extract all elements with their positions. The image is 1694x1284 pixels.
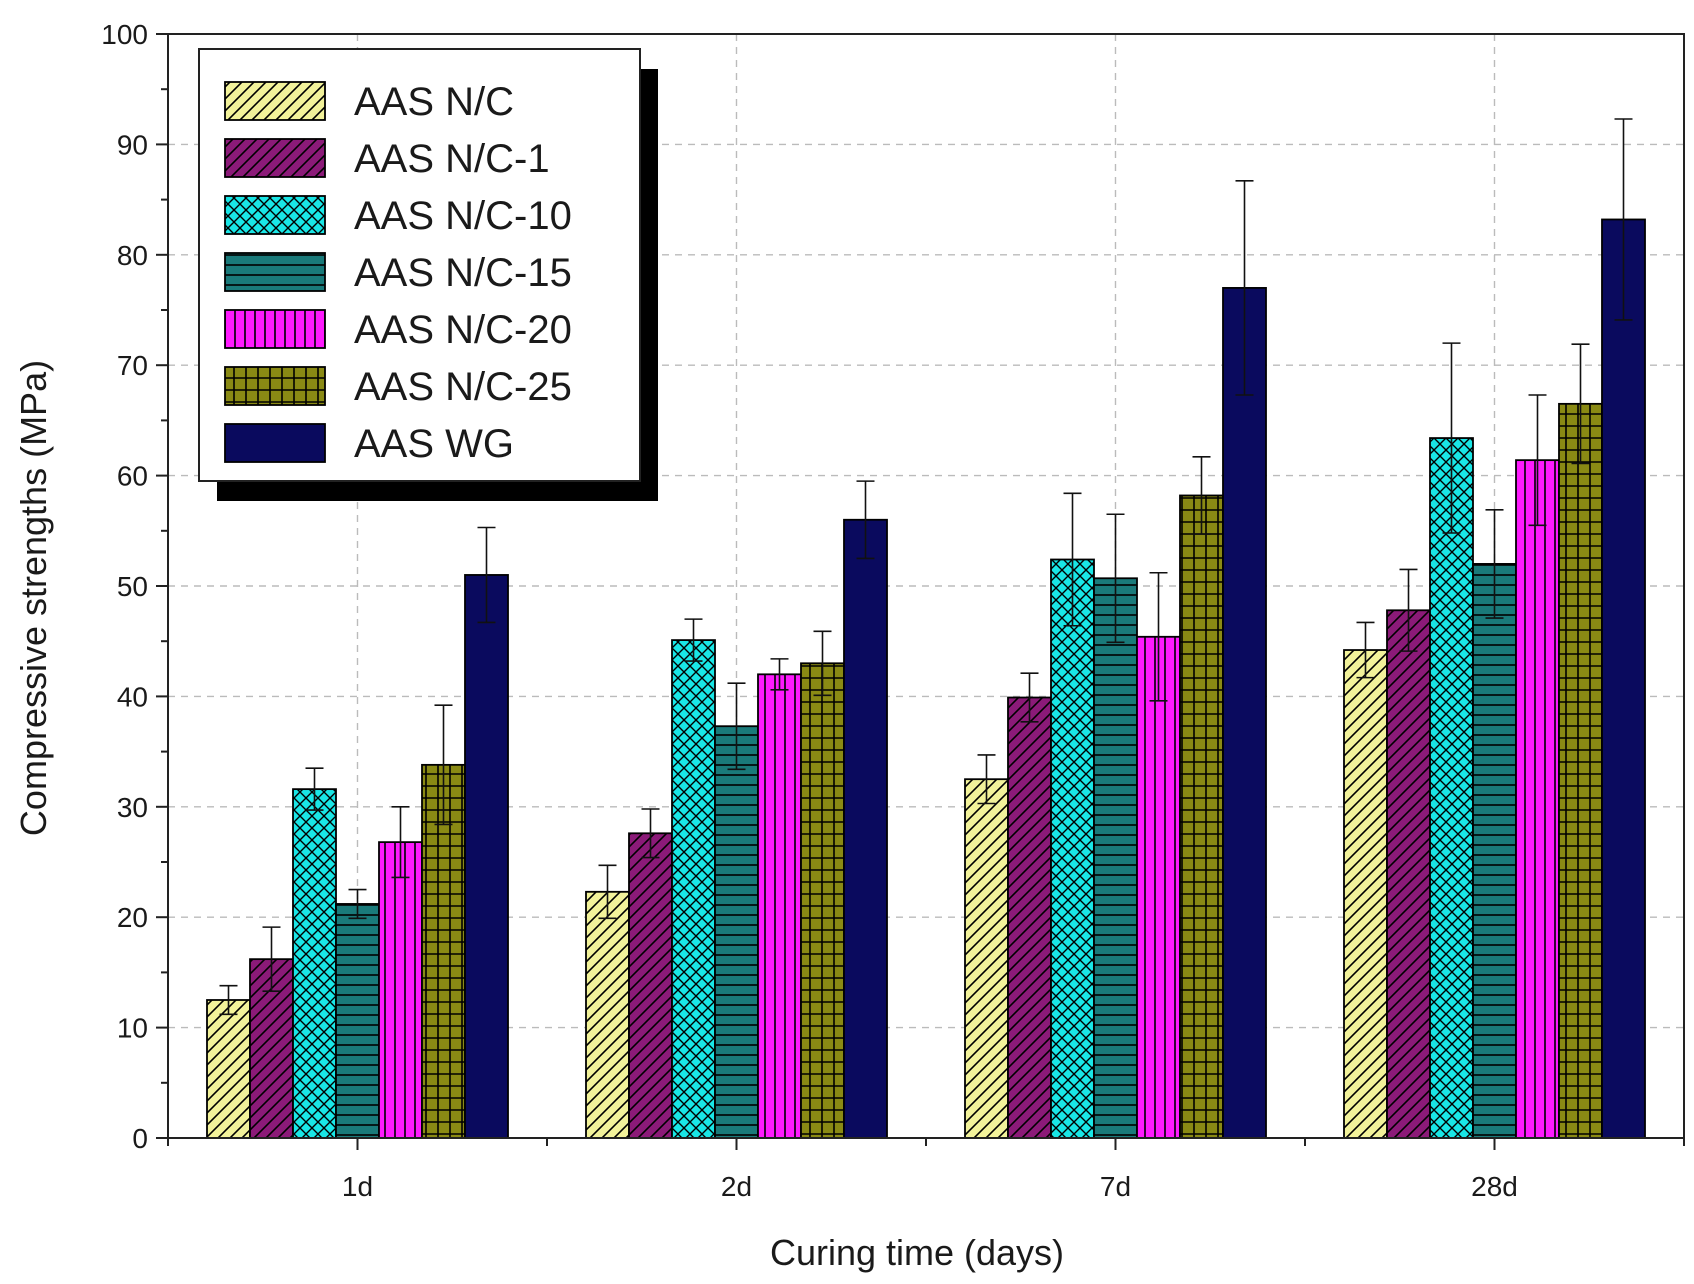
bar-pattern [1559,403,1602,1139]
y-tick-label: 80 [117,240,148,271]
bar [844,519,887,1138]
bar-pattern [293,789,336,1138]
legend-swatch-outline [224,423,326,463]
bar-pattern [1094,578,1137,1138]
y-tick-label: 90 [117,129,148,160]
bar-pattern [629,833,672,1138]
bar-pattern [379,842,422,1138]
bar-pattern [965,779,1008,1138]
legend-swatch-outline [224,309,326,349]
bar-pattern [1430,438,1473,1139]
bar-pattern [715,726,758,1138]
legend-swatch-pattern [225,253,325,291]
y-tick-label: 60 [117,461,148,492]
legend-swatch-pattern [225,196,325,234]
y-tick-label: 50 [117,571,148,602]
bar-pattern [422,764,465,1138]
bar-pattern [1344,650,1387,1138]
bar-pattern [1051,559,1094,1138]
y-tick-label: 10 [117,1013,148,1044]
legend-swatch-pattern [225,367,325,405]
legend-swatch-pattern [225,82,325,120]
bar-pattern [1473,563,1516,1138]
x-tick-label: 7d [1100,1171,1131,1202]
legend-swatch [225,424,325,462]
legend-label: AAS N/C [354,80,514,124]
legend-swatch-outline [224,195,326,235]
bars [206,218,1646,1139]
x-axis-title: Curing time (days) [770,1232,1064,1273]
error-bars [219,118,1633,1016]
axes [156,33,1685,1150]
legend-label: AAS N/C-1 [354,137,550,181]
y-tick-label: 70 [117,350,148,381]
legend-label: AAS N/C-10 [354,194,572,238]
legend-swatch-outline [224,252,326,292]
y-tick-label: 20 [117,902,148,933]
legend-swatch-pattern [225,310,325,348]
y-tick-label: 40 [117,681,148,712]
bar-pattern [758,674,801,1138]
bar-pattern [1180,495,1223,1138]
y-tick-label: 100 [101,19,148,50]
bar-pattern [586,891,629,1138]
x-tick-label: 1d [342,1171,373,1202]
legend-label: AAS N/C-15 [354,251,572,295]
y-axis-title: Compressive strengths (MPa) [13,360,54,836]
bar [465,574,508,1138]
bar-pattern [1008,697,1051,1138]
legend-swatch-outline [224,366,326,406]
y-tick-label: 0 [132,1123,148,1154]
bar [1223,287,1266,1138]
bar-pattern [1387,610,1430,1138]
bar-pattern [801,663,844,1138]
legend-label: AAS WG [354,422,514,466]
legend-swatch-pattern [225,139,325,177]
bar-pattern [1516,460,1559,1138]
bar-pattern [207,1000,250,1138]
bar-pattern [672,640,715,1138]
x-tick-label: 2d [721,1171,752,1202]
legend-swatch-outline [224,138,326,178]
legend-swatch-outline [224,81,326,121]
x-tick-label: 28d [1471,1171,1518,1202]
y-tick-label: 30 [117,792,148,823]
legend-label: AAS N/C-20 [354,308,572,352]
bar-pattern [1137,636,1180,1138]
bar [1602,219,1645,1139]
legend: AAS N/C AAS N/C-1 AAS N/C-10 AAS N/C-15 AAS … [198,48,658,501]
legend-label: AAS N/C-25 [354,365,572,409]
bar-pattern [336,903,379,1138]
tick-labels: 0 10 20 30 40 50 60 70 80 90 100 1d 2d 7d 28d [101,19,1518,1202]
